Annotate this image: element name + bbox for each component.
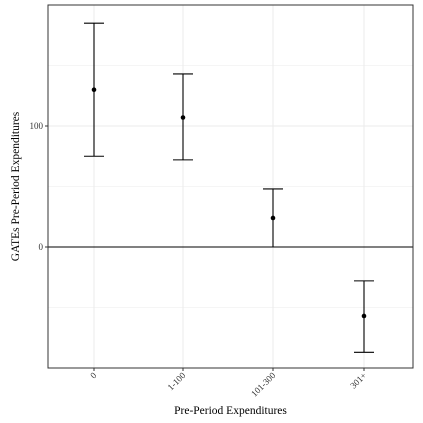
error-bars [84,22,374,353]
point-estimate [270,215,276,221]
y-tick-label: 100 [30,121,44,131]
y-axis-title: GATEs Pre-Period Expenditures [10,111,22,261]
x-axis-title: Pre-Period Expenditures [174,405,287,417]
error-bar-101-300 [263,188,283,248]
point-estimate [180,115,186,120]
point-estimate [91,87,97,92]
point-estimate [361,313,367,319]
error-bar-301+ [354,280,374,353]
x-tick-label: 0 [88,370,99,381]
panel-border [47,4,414,369]
error-bar-1-100 [173,73,193,161]
y-axis-ticks: 0 100 [30,121,48,252]
y-tick-label: 0 [39,242,44,252]
error-bar-0 [84,22,104,157]
